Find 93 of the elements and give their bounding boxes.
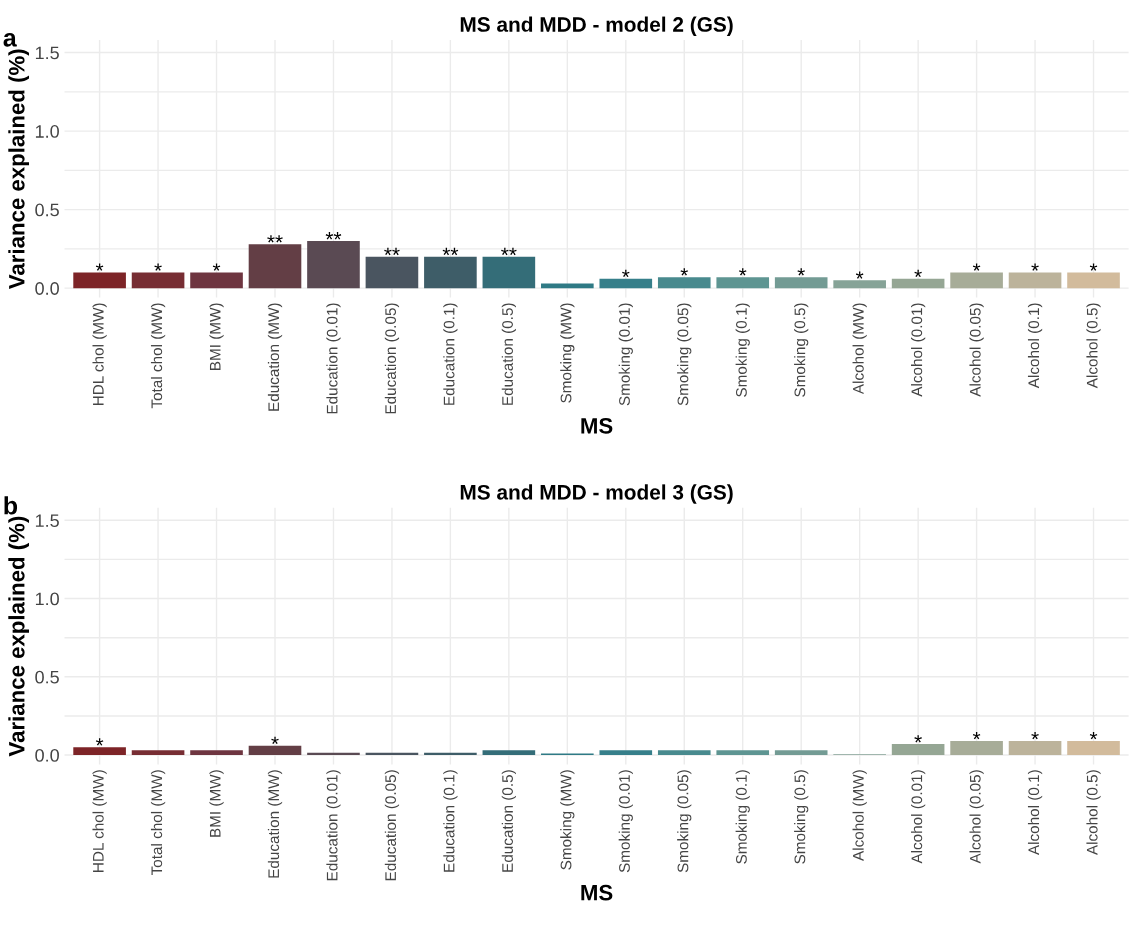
x-tick-label: Education (MW): [267, 303, 283, 411]
x-tick-label: Education (0.01): [326, 770, 341, 881]
x-tick-label: Smoking (0.1): [735, 770, 750, 864]
x-tick-label: Smoking (0.01): [618, 303, 633, 406]
annotation: *: [914, 735, 922, 743]
bar: [307, 241, 360, 289]
x-tick-label: Total chol (MW): [150, 303, 166, 409]
annotation: *: [1031, 263, 1039, 271]
annotation: **: [442, 247, 459, 256]
annotation: *: [1089, 263, 1098, 271]
annotation: *: [154, 263, 162, 271]
x-tick-label: Alcohol (0.1): [1027, 303, 1043, 389]
x-tick-label: BMI (MW): [209, 770, 224, 837]
x-axis-title: MS: [581, 884, 613, 901]
annotation: *: [1089, 732, 1098, 740]
annotation: **: [267, 235, 283, 243]
x-tick-label: Alcohol (0.1): [1027, 770, 1043, 856]
annotation: *: [797, 268, 805, 276]
x-tick-label: Smoking (0.01): [618, 770, 633, 873]
bar: [541, 283, 594, 289]
text: b: [4, 496, 18, 515]
x-tick-label: HDL chol (MW): [92, 770, 107, 872]
x-tick-label: Alcohol (MW): [852, 770, 867, 861]
x-tick-label: Alcohol (0.5): [1086, 303, 1101, 389]
x-tick-label: Alcohol (MW): [852, 303, 867, 395]
x-tick-label: Education (0.05): [384, 770, 400, 881]
annotation: *: [95, 263, 104, 271]
bar: [131, 272, 185, 289]
bar: [248, 244, 302, 289]
annotation: *: [739, 268, 747, 276]
y-tick-label: 0.5: [35, 203, 59, 217]
y-tick-label: 0.0: [35, 282, 59, 295]
bar: [774, 277, 828, 289]
annotation: **: [325, 232, 342, 240]
bar: [482, 256, 536, 289]
x-tick-label: Education (0.05): [384, 303, 400, 414]
x-tick-label: Education (0.01): [326, 303, 341, 414]
y-tick-label: 0.5: [35, 670, 59, 684]
annotation: *: [972, 263, 981, 271]
x-tick-label: Alcohol (0.5): [1086, 770, 1101, 856]
x-tick-label: HDL chol (MW): [92, 303, 107, 406]
bar: [365, 256, 419, 289]
text: a: [3, 33, 17, 47]
x-tick-label: Smoking (MW): [560, 770, 575, 870]
x-tick-label: Smoking (0.05): [677, 303, 692, 406]
bar: [950, 272, 1003, 289]
annotation: **: [384, 247, 400, 256]
annotation: *: [212, 263, 221, 271]
bar: [73, 272, 126, 289]
y-axis-title: Variance explained (%): [8, 49, 30, 290]
y-tick-label: 0.0: [35, 749, 59, 762]
annotation: *: [622, 269, 630, 278]
x-tick-label: Alcohol (0.01): [911, 303, 926, 397]
x-tick-label: Total chol (MW): [150, 770, 166, 876]
x-tick-label: Education (0.1): [443, 303, 458, 405]
x-tick-label: Smoking (0.5): [794, 770, 809, 864]
y-tick-label: 1.5: [35, 514, 59, 528]
x-tick-label: Smoking (0.05): [677, 770, 692, 873]
annotation: *: [855, 271, 864, 279]
y-tick-label: 1.0: [35, 125, 59, 138]
y-tick-label: 1.5: [35, 46, 59, 60]
bar: [1008, 272, 1062, 289]
bar: [891, 278, 945, 289]
x-tick-label: Education (0.5): [501, 770, 516, 872]
bar: [833, 280, 886, 289]
x-tick-label: Education (MW): [267, 770, 283, 878]
annotation: *: [914, 269, 922, 278]
x-tick-label: Alcohol (0.01): [911, 770, 926, 864]
annotation: *: [1031, 732, 1039, 740]
chart-title: MS and MDD - model 2 (GS): [460, 16, 733, 36]
x-axis-title: MS: [581, 417, 613, 434]
bar: [716, 277, 770, 289]
x-tick-label: BMI (MW): [209, 303, 224, 370]
y-axis-title: Variance explained (%): [8, 516, 30, 757]
x-tick-label: Smoking (0.1): [735, 303, 750, 397]
x-tick-label: Smoking (MW): [560, 303, 575, 403]
y-tick-label: 1.0: [35, 592, 59, 606]
annotation: *: [271, 736, 279, 745]
bar: [424, 256, 477, 289]
x-tick-label: Education (0.1): [443, 770, 458, 872]
x-tick-label: Alcohol (0.05): [969, 770, 984, 864]
x-tick-label: Education (0.5): [501, 303, 516, 405]
x-tick-label: Alcohol (0.05): [969, 303, 984, 397]
annotation: *: [680, 268, 688, 276]
bar: [657, 277, 711, 289]
chart-title: MS and MDD - model 3 (GS): [460, 484, 733, 504]
bar: [1067, 272, 1120, 289]
annotation: *: [95, 738, 104, 746]
bar: [190, 272, 243, 289]
x-tick-label: Smoking (0.5): [794, 303, 809, 397]
annotation: *: [972, 732, 981, 740]
bar: [599, 278, 653, 289]
annotation: **: [501, 247, 517, 256]
